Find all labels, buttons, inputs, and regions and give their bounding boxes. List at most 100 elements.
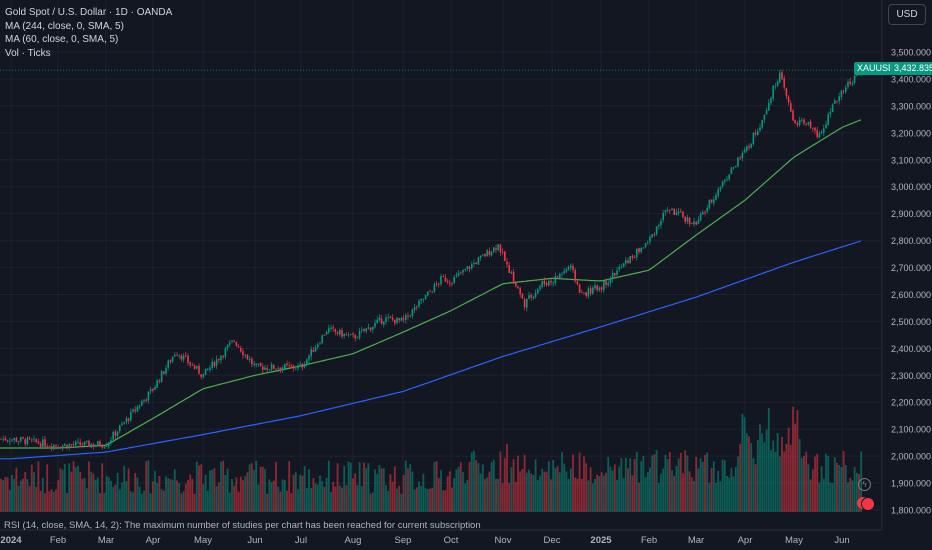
candle-body [222, 356, 224, 357]
volume-bar [116, 472, 119, 512]
volume-bar [415, 487, 418, 512]
volume-bar [259, 466, 262, 512]
volume-bar [778, 456, 781, 512]
candle-body [708, 200, 711, 208]
candle-body [158, 380, 161, 382]
candle-body [46, 446, 48, 447]
candle-body [259, 362, 262, 366]
price-tick-label: 3,500.000 [891, 48, 931, 58]
candle-body [666, 210, 669, 211]
candle-body [182, 355, 185, 360]
candle-body [394, 319, 396, 324]
candle-body [620, 266, 623, 268]
volume-bar [224, 475, 227, 512]
candle-body [286, 363, 288, 365]
volume-bar [28, 485, 31, 512]
candle-body [592, 287, 594, 294]
volume-bar [187, 479, 189, 512]
volume-bar [66, 492, 68, 512]
candle-body [794, 119, 796, 124]
volume-bar [455, 469, 458, 512]
volume-bar [24, 472, 27, 512]
volume-bar [299, 474, 302, 512]
volume-bar [345, 485, 348, 512]
volume-bar [63, 464, 66, 512]
candle-body [633, 257, 636, 258]
candle-body [42, 439, 44, 447]
candle-body [211, 361, 213, 368]
volume-bar [136, 477, 139, 512]
volume-bar [763, 442, 766, 512]
price-axis[interactable]: 3,500.000 3,400.000 3,300.000 3,200.000 3,10… [891, 48, 931, 516]
legend-title[interactable]: Gold Spot / U.S. Dollar · 1D · OANDA [5, 7, 173, 18]
candle-body [391, 317, 394, 320]
volume-bar [409, 464, 412, 512]
volume-bar [233, 485, 236, 512]
volume-bar [323, 486, 326, 512]
candle-body [457, 272, 460, 276]
candle-body [110, 440, 112, 443]
volume-bar [200, 464, 203, 512]
candle-body [11, 439, 13, 441]
candle-body [528, 295, 530, 299]
volume-bar [160, 489, 163, 512]
candle-body [101, 445, 103, 448]
volume-bar [83, 478, 86, 512]
candle-body [273, 364, 275, 369]
candle-body [774, 86, 777, 88]
volume-bar [829, 482, 832, 512]
legend-ma244[interactable]: MA (244, close, 0, SMA, 5) [5, 20, 124, 32]
volume-bar [103, 492, 106, 512]
candle-body [851, 83, 854, 85]
candle-body [39, 443, 42, 447]
candle-body [121, 423, 123, 425]
candle-body [631, 255, 634, 258]
candle-body [636, 248, 638, 258]
volume-bar [475, 460, 478, 512]
candle-body [671, 208, 673, 210]
volume-bar [704, 454, 706, 512]
time-axis[interactable]: 2024 Feb Mar Apr May Jun Jul Aug Sep Oct Nov Dec 202… [0, 535, 849, 546]
candle-body [757, 131, 759, 136]
lightning-icon[interactable]: ϟ [858, 478, 871, 491]
volume-bar [19, 480, 22, 512]
candle-body [416, 306, 418, 308]
volume-bar [37, 461, 40, 512]
candle-body [642, 247, 645, 249]
volume-bar [545, 471, 548, 512]
volume-bar [572, 454, 574, 512]
candle-body [237, 346, 240, 348]
candle-body [136, 406, 139, 412]
volume-bar [110, 481, 112, 512]
legend-volume[interactable]: Vol · Ticks [5, 47, 51, 59]
candle-body [433, 284, 436, 293]
volume-bar [525, 472, 528, 512]
currency-button[interactable]: USD [888, 4, 926, 25]
alert-icon-2[interactable] [861, 497, 875, 511]
volume-bar [781, 437, 783, 512]
volume-bar [803, 455, 805, 512]
volume-bar [330, 491, 332, 512]
volume-bar [41, 478, 44, 512]
volume-bar [437, 478, 440, 512]
volume-bar [561, 452, 563, 512]
volume-bar [363, 462, 365, 512]
candle-body [86, 440, 88, 442]
candle-body [803, 119, 805, 124]
candle-body [108, 442, 110, 447]
volume-bar [404, 460, 407, 512]
candle-body [59, 447, 62, 449]
volume-bar [646, 471, 649, 512]
volume-bar [261, 466, 264, 512]
volume-bar [448, 471, 451, 512]
volume-bar [215, 486, 218, 512]
volume-bar [528, 469, 530, 512]
candle-body [598, 287, 601, 291]
volume-bar [118, 489, 121, 512]
candle-body [475, 262, 477, 264]
candle-body [213, 362, 216, 367]
legend-ma60[interactable]: MA (60, close, 0, SMA, 5) [5, 34, 119, 45]
candle-body [801, 119, 803, 121]
volume-bar [389, 474, 392, 512]
